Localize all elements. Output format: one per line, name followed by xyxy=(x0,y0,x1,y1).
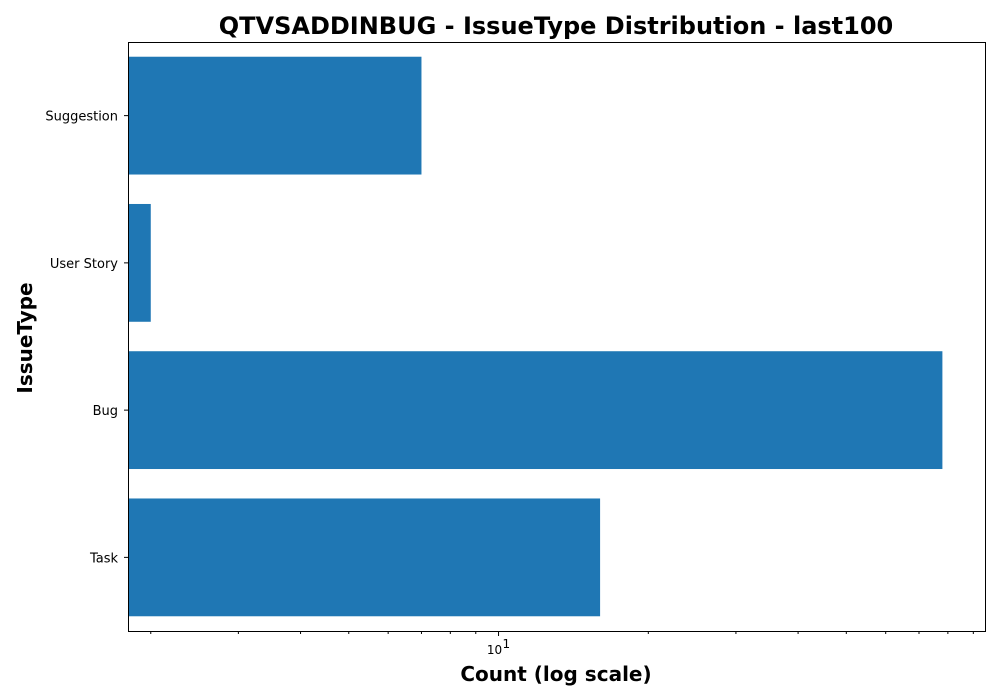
plot-frame xyxy=(128,42,986,632)
y-tick-label: Suggestion xyxy=(45,110,118,125)
bar-task xyxy=(128,498,601,617)
bar-bug xyxy=(128,351,943,470)
y-axis-ticks: Suggestion User Story Bug Task xyxy=(45,110,128,566)
y-tick-label: Task xyxy=(89,551,119,566)
chart-title: QTVSADDINBUG - IssueType Distribution - … xyxy=(219,12,894,40)
x-axis-label: Count (log scale) xyxy=(460,662,651,686)
x-tick-label: 10 xyxy=(487,643,502,657)
bar-user-story xyxy=(128,203,151,322)
x-axis-ticks: 10 1 xyxy=(150,631,974,657)
y-tick-label: User Story xyxy=(50,257,118,272)
y-axis-label: IssueType xyxy=(13,282,37,393)
bars xyxy=(128,56,943,617)
y-tick-label: Bug xyxy=(93,404,118,419)
x-tick-label-exponent: 1 xyxy=(503,637,511,651)
bar-suggestion xyxy=(128,56,422,175)
